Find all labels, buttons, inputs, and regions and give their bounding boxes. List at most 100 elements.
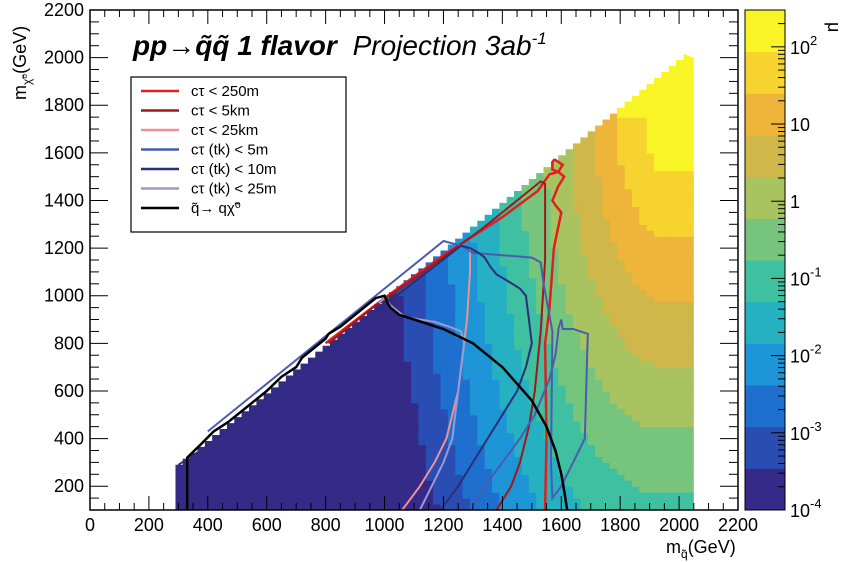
heatmap-cell [521,450,530,458]
heatmap-cell [285,408,294,416]
heatmap-cell [447,450,456,458]
heatmap-cell [462,242,471,249]
heatmap-cell [190,462,199,469]
heatmap-cell [388,224,397,231]
heatmap-cell [388,325,397,333]
heatmap-cell [477,152,486,160]
heatmap-cell [197,379,206,386]
heatmap-cell [631,99,640,106]
heatmap-cell [550,396,559,404]
heatmap-cell [536,373,545,380]
heatmap-cell [565,218,574,225]
heatmap-cell [411,301,420,309]
heatmap-cell [543,224,552,231]
heatmap-cell [521,218,530,225]
heatmap-cell [543,54,552,59]
heatmap-cell [536,444,545,452]
heatmap-cell [285,444,294,452]
heatmap-cell [388,230,397,237]
heatmap-cell [433,164,442,172]
heatmap-cell [565,152,574,160]
heatmap-cell [543,254,552,261]
heatmap-cell [322,486,331,493]
heatmap-cell [469,367,478,374]
heatmap-cell [602,390,611,398]
heatmap-cell [182,289,191,297]
heatmap-cell [499,93,508,100]
heatmap-cell [366,396,375,404]
heatmap-cell [631,135,640,142]
heatmap-cell [528,140,537,148]
heatmap-cell [440,87,449,94]
heatmap-cell [278,486,287,493]
heatmap-cell [204,379,213,386]
heatmap-cell [344,426,353,434]
heatmap-cell [477,170,486,178]
heatmap-cell [433,474,442,481]
heatmap-cell [550,99,559,106]
heatmap-cell [617,295,626,303]
heatmap-cell [366,248,375,255]
heatmap-cell [344,265,353,273]
heatmap-cell [477,474,486,481]
heatmap-cell [337,277,346,285]
heatmap-cell [514,504,523,511]
heatmap-cell [602,87,611,94]
heatmap-cell [536,63,545,71]
heatmap-cell [396,325,405,333]
heatmap-cell [322,319,331,327]
heatmap-cell [418,158,427,166]
heatmap-cell [617,164,626,172]
heatmap-cell [433,498,442,505]
heatmap-cell [418,176,427,184]
heatmap-cell [447,462,456,469]
heatmap-cell [484,140,493,148]
heatmap-cell [337,390,346,398]
heatmap-cell [469,236,478,243]
heatmap-cell [646,152,655,160]
heatmap-cell [219,468,228,475]
heatmap-cell [418,331,427,338]
heatmap-cell [624,158,633,166]
heatmap-cell [352,468,361,475]
heatmap-cell [249,242,258,249]
heatmap-cell [182,444,191,452]
heatmap-cell [447,313,456,321]
heatmap-cell [271,63,280,71]
heatmap-cell [396,343,405,350]
heatmap-cell [381,468,390,475]
heatmap-cell [366,498,375,505]
heatmap-cell [440,152,449,160]
heatmap-cell [536,426,545,434]
heatmap-cell [249,426,258,434]
heatmap-cell [587,402,596,410]
heatmap-cell [609,361,618,368]
heatmap-cell [536,379,545,386]
heatmap-cell [609,271,618,279]
heatmap-cell [330,69,339,77]
heatmap-cell [440,379,449,386]
heatmap-cell [226,307,235,315]
heatmap-cell [646,307,655,315]
heatmap-cell [558,188,567,196]
heatmap-cell [609,456,618,463]
heatmap-cell [204,462,213,469]
heatmap-cell [624,468,633,475]
heatmap-cell [617,361,626,368]
heatmap-cell [226,492,235,499]
heatmap-cell [492,492,501,499]
heatmap-cell [646,379,655,386]
heatmap-cell [521,396,530,404]
heatmap-cell [609,373,618,380]
heatmap-cell [190,301,199,309]
heatmap-cell [433,277,442,285]
heatmap-cell [175,331,184,338]
heatmap-cell [352,361,361,368]
heatmap-cell [499,486,508,493]
heatmap-cell [381,426,390,434]
heatmap-cell [617,289,626,297]
heatmap-cell [411,331,420,338]
heatmap-cell [197,432,206,440]
heatmap-cell [639,396,648,404]
heatmap-cell [388,367,397,374]
